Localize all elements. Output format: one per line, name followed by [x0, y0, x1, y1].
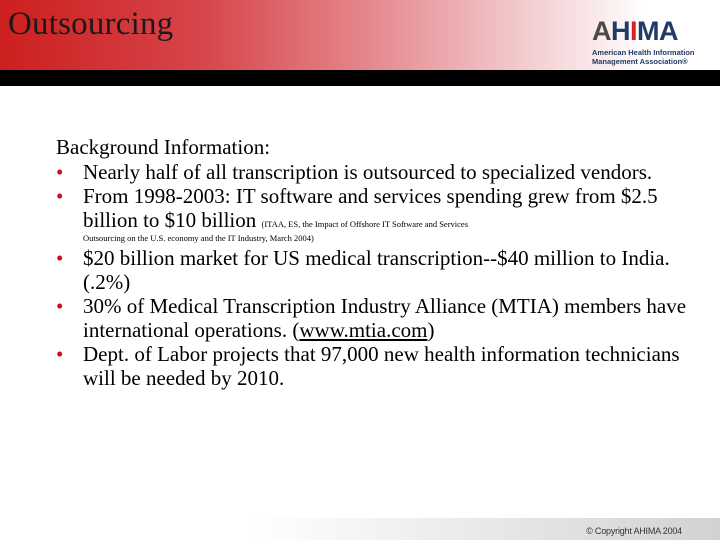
bullet-text: $20 billion market for US medical transc… — [83, 246, 670, 294]
footer-band — [0, 518, 720, 540]
copyright-notice: © Copyright AHIMA 2004 — [586, 526, 682, 536]
slide-content: Background Information: • Nearly half of… — [56, 135, 696, 390]
bullet-text: 30% of Medical Transcription Industry Al… — [83, 294, 687, 342]
bullet-icon: • — [56, 342, 64, 366]
bullet-item: • 30% of Medical Transcription Industry … — [56, 294, 696, 342]
bullet-item: • Nearly half of all transcription is ou… — [56, 160, 696, 184]
logo-subtitle-line1: American Health Information — [592, 48, 695, 57]
logo-subtitle-line2: Management Association® — [592, 57, 688, 66]
citation-continued: Outsourcing on the U.S. economy and the … — [83, 233, 314, 243]
ahima-logo: AHIMA American Health Information Manage… — [582, 14, 716, 70]
bullet-text-end: ) — [427, 318, 435, 342]
bullet-item: • From 1998-2003: IT software and servic… — [56, 184, 696, 244]
bullet-item: • $20 billion market for US medical tran… — [56, 246, 696, 294]
header-banner — [0, 0, 720, 72]
slide-title: Outsourcing — [8, 6, 174, 42]
logo-subtitle: American Health Information Management A… — [592, 48, 716, 66]
header-divider — [0, 70, 720, 86]
bullet-icon: • — [56, 184, 64, 208]
section-heading: Background Information: — [56, 135, 271, 159]
bullet-text: Dept. of Labor projects that 97,000 new … — [83, 342, 680, 390]
bullet-text: From 1998-2003: IT software and services… — [83, 184, 658, 232]
citation: (ITAA, ES, the Impact of Offshore IT Sof… — [261, 219, 469, 229]
bullet-item: • Dept. of Labor projects that 97,000 ne… — [56, 342, 696, 390]
mtia-link[interactable]: www.mtia.com — [299, 318, 428, 342]
ahima-wordmark: AHIMA — [592, 16, 679, 46]
bullet-icon: • — [56, 246, 64, 270]
bullet-text: Nearly half of all transcription is outs… — [83, 160, 653, 184]
bullet-icon: • — [56, 294, 64, 318]
bullet-icon: • — [56, 160, 64, 184]
